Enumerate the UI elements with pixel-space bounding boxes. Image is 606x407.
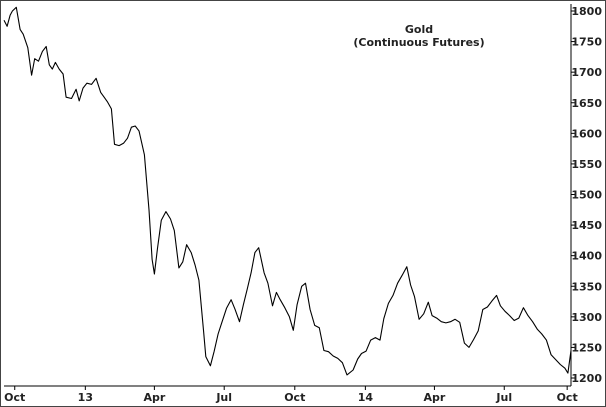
y-tick-label: 1500 (571, 189, 602, 202)
y-tick-label: 1400 (571, 250, 602, 263)
y-tick-label: 1250 (571, 341, 602, 354)
y-tick-label: 1750 (571, 36, 602, 49)
y-tick-label: 1300 (571, 311, 602, 324)
y-axis-ticks: 1200 1250 1300 1350 1400 1450 1500 1550 1600 1650… (571, 5, 602, 385)
x-tick-label: Oct (4, 391, 25, 404)
x-tick-label: 13 (78, 391, 93, 404)
y-tick-label: 1550 (571, 158, 602, 171)
gold-price-line (3, 6, 572, 376)
x-tick-label: Jul (495, 391, 512, 404)
chart-subtitle: (Continuous Futures) (353, 36, 484, 49)
x-tick-label: Apr (143, 391, 165, 404)
x-tick-label: Oct (284, 391, 305, 404)
chart-title: Gold (405, 23, 433, 36)
x-tick-label: Jul (215, 391, 232, 404)
x-tick-label: Apr (424, 391, 446, 404)
x-tick-label: Oct (557, 391, 578, 404)
y-tick-label: 1350 (571, 280, 602, 293)
y-tick-label: 1200 (571, 372, 602, 385)
y-tick-label: 1600 (571, 127, 602, 140)
y-tick-label: 1650 (571, 97, 602, 110)
x-tick-label: 14 (358, 391, 374, 404)
x-axis-ticks: Oct 13 Apr Jul Oct 14 Apr Jul Oct (4, 386, 578, 404)
y-tick-label: 1450 (571, 219, 602, 232)
y-tick-label: 1800 (571, 5, 602, 18)
y-tick-label: 1700 (571, 66, 602, 79)
